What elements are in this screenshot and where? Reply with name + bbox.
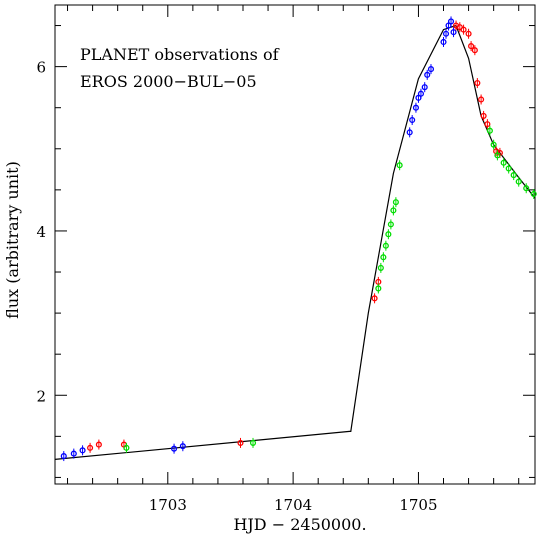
- data-point: [375, 285, 382, 292]
- data-point: [424, 71, 431, 78]
- data-point: [480, 112, 487, 119]
- data-point: [440, 38, 447, 46]
- data-point: [427, 66, 435, 73]
- data-point: [465, 30, 472, 37]
- data-point: [510, 172, 517, 179]
- x-axis-title: HJD − 2450000.: [233, 515, 366, 534]
- data-point: [380, 254, 387, 261]
- data-point: [385, 231, 392, 238]
- data-point: [95, 441, 102, 448]
- y-tick-label: 2: [36, 387, 46, 405]
- data-point: [494, 152, 501, 159]
- plot-frame: [54, 4, 536, 485]
- data-point: [371, 295, 378, 302]
- data-point: [505, 165, 512, 172]
- data-point: [421, 84, 428, 91]
- data-point: [179, 443, 186, 450]
- tick-labels: 1703 1704 1705 2 4 6: [36, 59, 437, 514]
- data-point: [486, 127, 493, 134]
- data-point: [471, 47, 478, 54]
- data-point: [484, 121, 491, 128]
- data-point: [396, 162, 403, 169]
- data-point: [249, 439, 257, 446]
- x-tick-label: 1704: [274, 496, 312, 514]
- data-point: [523, 185, 530, 192]
- data-point: [392, 199, 399, 206]
- data-point: [478, 96, 485, 103]
- data-point: [87, 444, 94, 451]
- data-point: [387, 221, 394, 228]
- data-point: [460, 26, 467, 33]
- data-point: [442, 30, 450, 37]
- x-tick-label: 1703: [149, 496, 187, 514]
- data-point: [237, 439, 244, 446]
- data-point: [450, 29, 457, 36]
- data-point: [79, 447, 86, 454]
- data-point: [490, 141, 497, 148]
- data-point: [60, 453, 67, 460]
- data-point: [382, 242, 389, 249]
- data-point: [377, 264, 384, 271]
- y-axis-title: flux (arbitrary unit): [3, 161, 22, 319]
- axis-ticks: [55, 5, 535, 484]
- data-point: [171, 445, 178, 452]
- annotation-line-1: PLANET observations of: [80, 45, 280, 64]
- x-tick-label: 1705: [399, 496, 437, 514]
- annotation-line-2: EROS 2000−BUL−05: [80, 72, 257, 91]
- data-point: [515, 178, 522, 185]
- data-point: [500, 159, 507, 166]
- data-point: [468, 43, 475, 50]
- data-point: [406, 129, 413, 136]
- data-point: [417, 90, 425, 97]
- y-tick-label: 6: [36, 59, 46, 77]
- y-tick-label: 4: [36, 223, 46, 241]
- data-point: [447, 18, 455, 25]
- data-point: [123, 444, 130, 451]
- data-point: [474, 80, 481, 87]
- data-point: [530, 190, 537, 198]
- data-point: [70, 450, 77, 457]
- data-point: [409, 116, 416, 124]
- data-point: [390, 207, 397, 214]
- data-points-layer: [60, 16, 537, 462]
- data-point: [412, 104, 419, 111]
